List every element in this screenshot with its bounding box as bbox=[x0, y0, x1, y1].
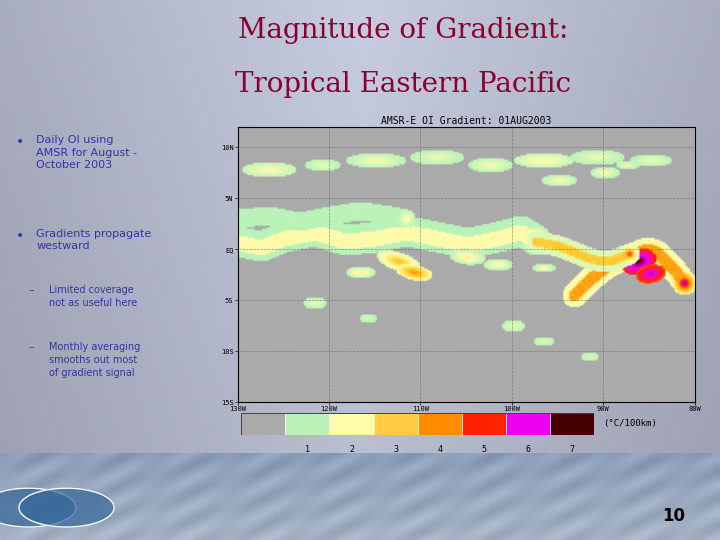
Text: –: – bbox=[28, 342, 34, 353]
Text: 10: 10 bbox=[662, 507, 685, 525]
Text: (°C/100km): (°C/100km) bbox=[603, 419, 657, 428]
Text: Tropical Eastern Pacific: Tropical Eastern Pacific bbox=[235, 71, 571, 98]
Text: 1: 1 bbox=[305, 446, 310, 455]
Bar bbox=[550, 413, 594, 435]
Bar bbox=[462, 413, 505, 435]
Text: •: • bbox=[16, 228, 24, 242]
Text: •: • bbox=[16, 135, 24, 149]
Bar bbox=[418, 413, 462, 435]
Text: Magnitude of Gradient:: Magnitude of Gradient: bbox=[238, 17, 568, 44]
Text: Limited coverage
not as useful here: Limited coverage not as useful here bbox=[49, 286, 138, 308]
Bar bbox=[374, 413, 418, 435]
Text: 4: 4 bbox=[437, 446, 442, 455]
Bar bbox=[285, 413, 329, 435]
Bar bbox=[241, 413, 285, 435]
Text: 3: 3 bbox=[393, 446, 398, 455]
Text: Daily OI using
AMSR for August -
October 2003: Daily OI using AMSR for August - October… bbox=[37, 135, 138, 171]
Text: 7: 7 bbox=[570, 446, 575, 455]
Title: AMSR-E OI Gradient: 01AUG2003: AMSR-E OI Gradient: 01AUG2003 bbox=[381, 116, 552, 126]
Text: 5: 5 bbox=[481, 446, 486, 455]
Text: 6: 6 bbox=[526, 446, 531, 455]
Text: Monthly averaging
smooths out most
of gradient signal: Monthly averaging smooths out most of gr… bbox=[49, 342, 140, 378]
Circle shape bbox=[19, 488, 114, 527]
Bar bbox=[329, 413, 374, 435]
Text: 2: 2 bbox=[349, 446, 354, 455]
Text: Gradients propagate
westward: Gradients propagate westward bbox=[37, 228, 152, 251]
Bar bbox=[505, 413, 550, 435]
Circle shape bbox=[0, 488, 76, 527]
Text: –: – bbox=[28, 286, 34, 295]
